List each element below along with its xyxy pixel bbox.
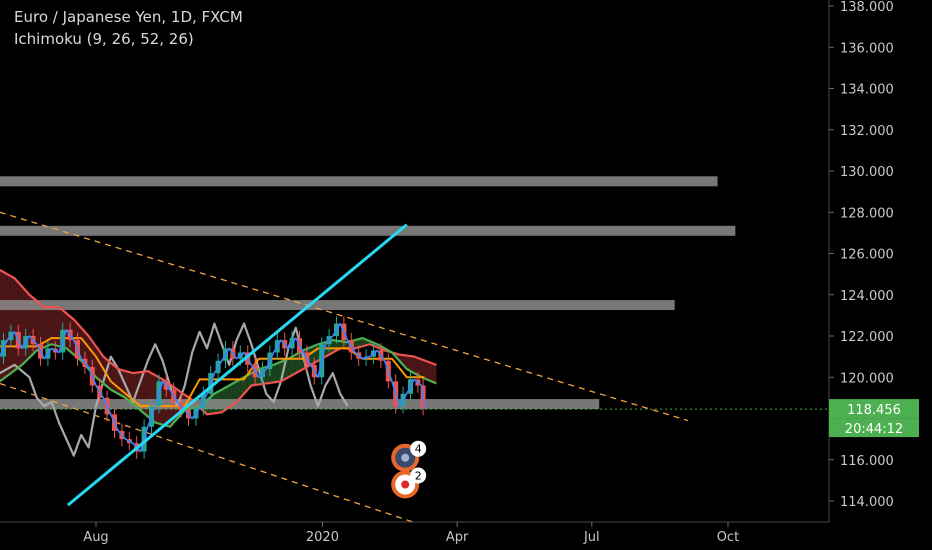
y-tick-label: 134.000 bbox=[840, 83, 894, 98]
cloud-segment-bullish bbox=[288, 356, 293, 378]
cloud-segment-bearish bbox=[144, 371, 148, 417]
cloud-segment-bearish bbox=[406, 355, 411, 372]
cloud-segment-bearish bbox=[429, 362, 433, 382]
cloud-segment-bullish bbox=[269, 364, 274, 383]
cloud-segment-bearish bbox=[22, 286, 26, 365]
y-tick-label: 138.000 bbox=[840, 0, 894, 15]
event-marker-dot bbox=[401, 480, 410, 489]
event-marker-count: 4 bbox=[415, 443, 422, 456]
price-tags: 118.456 20:44:12 bbox=[829, 399, 919, 438]
cloud-segment-bearish bbox=[47, 307, 52, 346]
event-marker-badge bbox=[410, 467, 427, 484]
cloud-segment-bearish bbox=[417, 358, 422, 378]
resistance-zone[interactable] bbox=[0, 176, 718, 187]
cloud-segment-bearish bbox=[81, 327, 85, 365]
cloud-segment-bearish bbox=[432, 363, 437, 384]
indicator-label[interactable]: Ichimoku (9, 26, 52, 26) bbox=[14, 30, 194, 48]
cloud-segment-bearish bbox=[40, 304, 45, 349]
countdown-label: 20:44:12 bbox=[845, 422, 903, 437]
y-tick-label: 128.000 bbox=[840, 206, 894, 221]
x-tick-label: 2020 bbox=[306, 530, 339, 545]
x-tick-label: Jul bbox=[583, 530, 600, 545]
cloud-segment-bullish bbox=[232, 381, 237, 405]
cloud-segment-bullish bbox=[355, 339, 359, 349]
event-marker[interactable]: 4 bbox=[391, 440, 427, 472]
cloud-segment-bullish bbox=[236, 379, 241, 402]
cloud-segment-bullish bbox=[343, 341, 348, 349]
cloud-segment-bullish bbox=[277, 361, 281, 382]
cloud-segment-bearish bbox=[88, 336, 93, 374]
cloud-segment-bearish bbox=[14, 278, 19, 371]
cloud-segment-bearish bbox=[18, 282, 22, 368]
cloud-segment-bearish bbox=[36, 300, 41, 351]
cloud-segment-bearish bbox=[10, 276, 15, 374]
resistance-zone[interactable] bbox=[0, 300, 675, 311]
cloud-segment-bullish bbox=[358, 338, 363, 348]
cloud-segment-bullish bbox=[266, 365, 270, 384]
event-marker[interactable]: 2 bbox=[391, 467, 427, 499]
cloud-segment-bullish bbox=[273, 363, 278, 383]
x-tick-label: Oct bbox=[717, 530, 739, 545]
resistance-zone[interactable] bbox=[0, 399, 600, 410]
cloud-segment-bearish bbox=[96, 346, 100, 381]
y-tick-label: 136.000 bbox=[840, 41, 894, 56]
tenkan-sen-line[interactable] bbox=[0, 322, 426, 453]
cloud-segment-bullish bbox=[240, 377, 244, 398]
cloud-segment-bearish bbox=[110, 362, 115, 392]
current-price-label: 118.456 bbox=[847, 403, 901, 418]
y-tick-label: 126.000 bbox=[840, 248, 894, 263]
plot-layer: 42 bbox=[0, 176, 829, 522]
event-marker-count: 2 bbox=[415, 470, 422, 483]
y-tick-label: 114.000 bbox=[840, 495, 894, 510]
trendline[interactable] bbox=[66, 223, 408, 507]
event-marker-badge bbox=[410, 440, 427, 457]
resistance-zone[interactable] bbox=[0, 225, 736, 236]
senkou-span-b-line[interactable] bbox=[0, 269, 437, 416]
x-tick-label: Apr bbox=[446, 530, 469, 545]
plot-area[interactable]: 42 bbox=[0, 176, 829, 530]
chart-legend[interactable]: Euro / Japanese Yen, 1D, FXCM Ichimoku (… bbox=[14, 6, 243, 50]
cloud-segment-bearish bbox=[421, 359, 426, 379]
symbol-title[interactable]: Euro / Japanese Yen, 1D, FXCM bbox=[14, 8, 243, 26]
cloud-segment-bearish bbox=[414, 356, 418, 376]
cloud-segment-bearish bbox=[410, 356, 415, 374]
y-tick-label: 124.000 bbox=[840, 289, 894, 304]
cloud-segment-bearish bbox=[7, 274, 11, 376]
y-tick-label: 132.000 bbox=[840, 124, 894, 139]
price-axis[interactable]: 114.000116.000118.000120.000122.000124.0… bbox=[829, 0, 894, 510]
y-tick-label: 116.000 bbox=[840, 454, 894, 469]
time-axis[interactable]: Aug 2020 Apr Jul Oct bbox=[83, 522, 739, 545]
current-price-tag bbox=[829, 399, 919, 419]
y-tick-label: 122.000 bbox=[840, 330, 894, 345]
cloud-segment-bearish bbox=[44, 307, 48, 348]
countdown-tag bbox=[829, 418, 919, 438]
cloud-segment-bearish bbox=[51, 307, 56, 346]
cloud-segment-bullish bbox=[295, 352, 300, 374]
cloud-segment-bullish bbox=[332, 340, 337, 353]
cloud-segment-bullish bbox=[340, 341, 344, 349]
cloud-segment-bearish bbox=[425, 360, 429, 381]
cloud-segment-bearish bbox=[0, 270, 4, 382]
cloud-segment-bearish bbox=[3, 272, 8, 379]
y-tick-label: 130.000 bbox=[840, 165, 894, 180]
y-tick-label: 120.000 bbox=[840, 371, 894, 386]
cloud-segment-bullish bbox=[292, 354, 296, 376]
cloud-segment-bearish bbox=[55, 307, 59, 347]
event-marker-dot bbox=[401, 453, 410, 462]
channel-upper-line[interactable] bbox=[0, 211, 689, 422]
x-tick-label: Aug bbox=[83, 530, 108, 545]
